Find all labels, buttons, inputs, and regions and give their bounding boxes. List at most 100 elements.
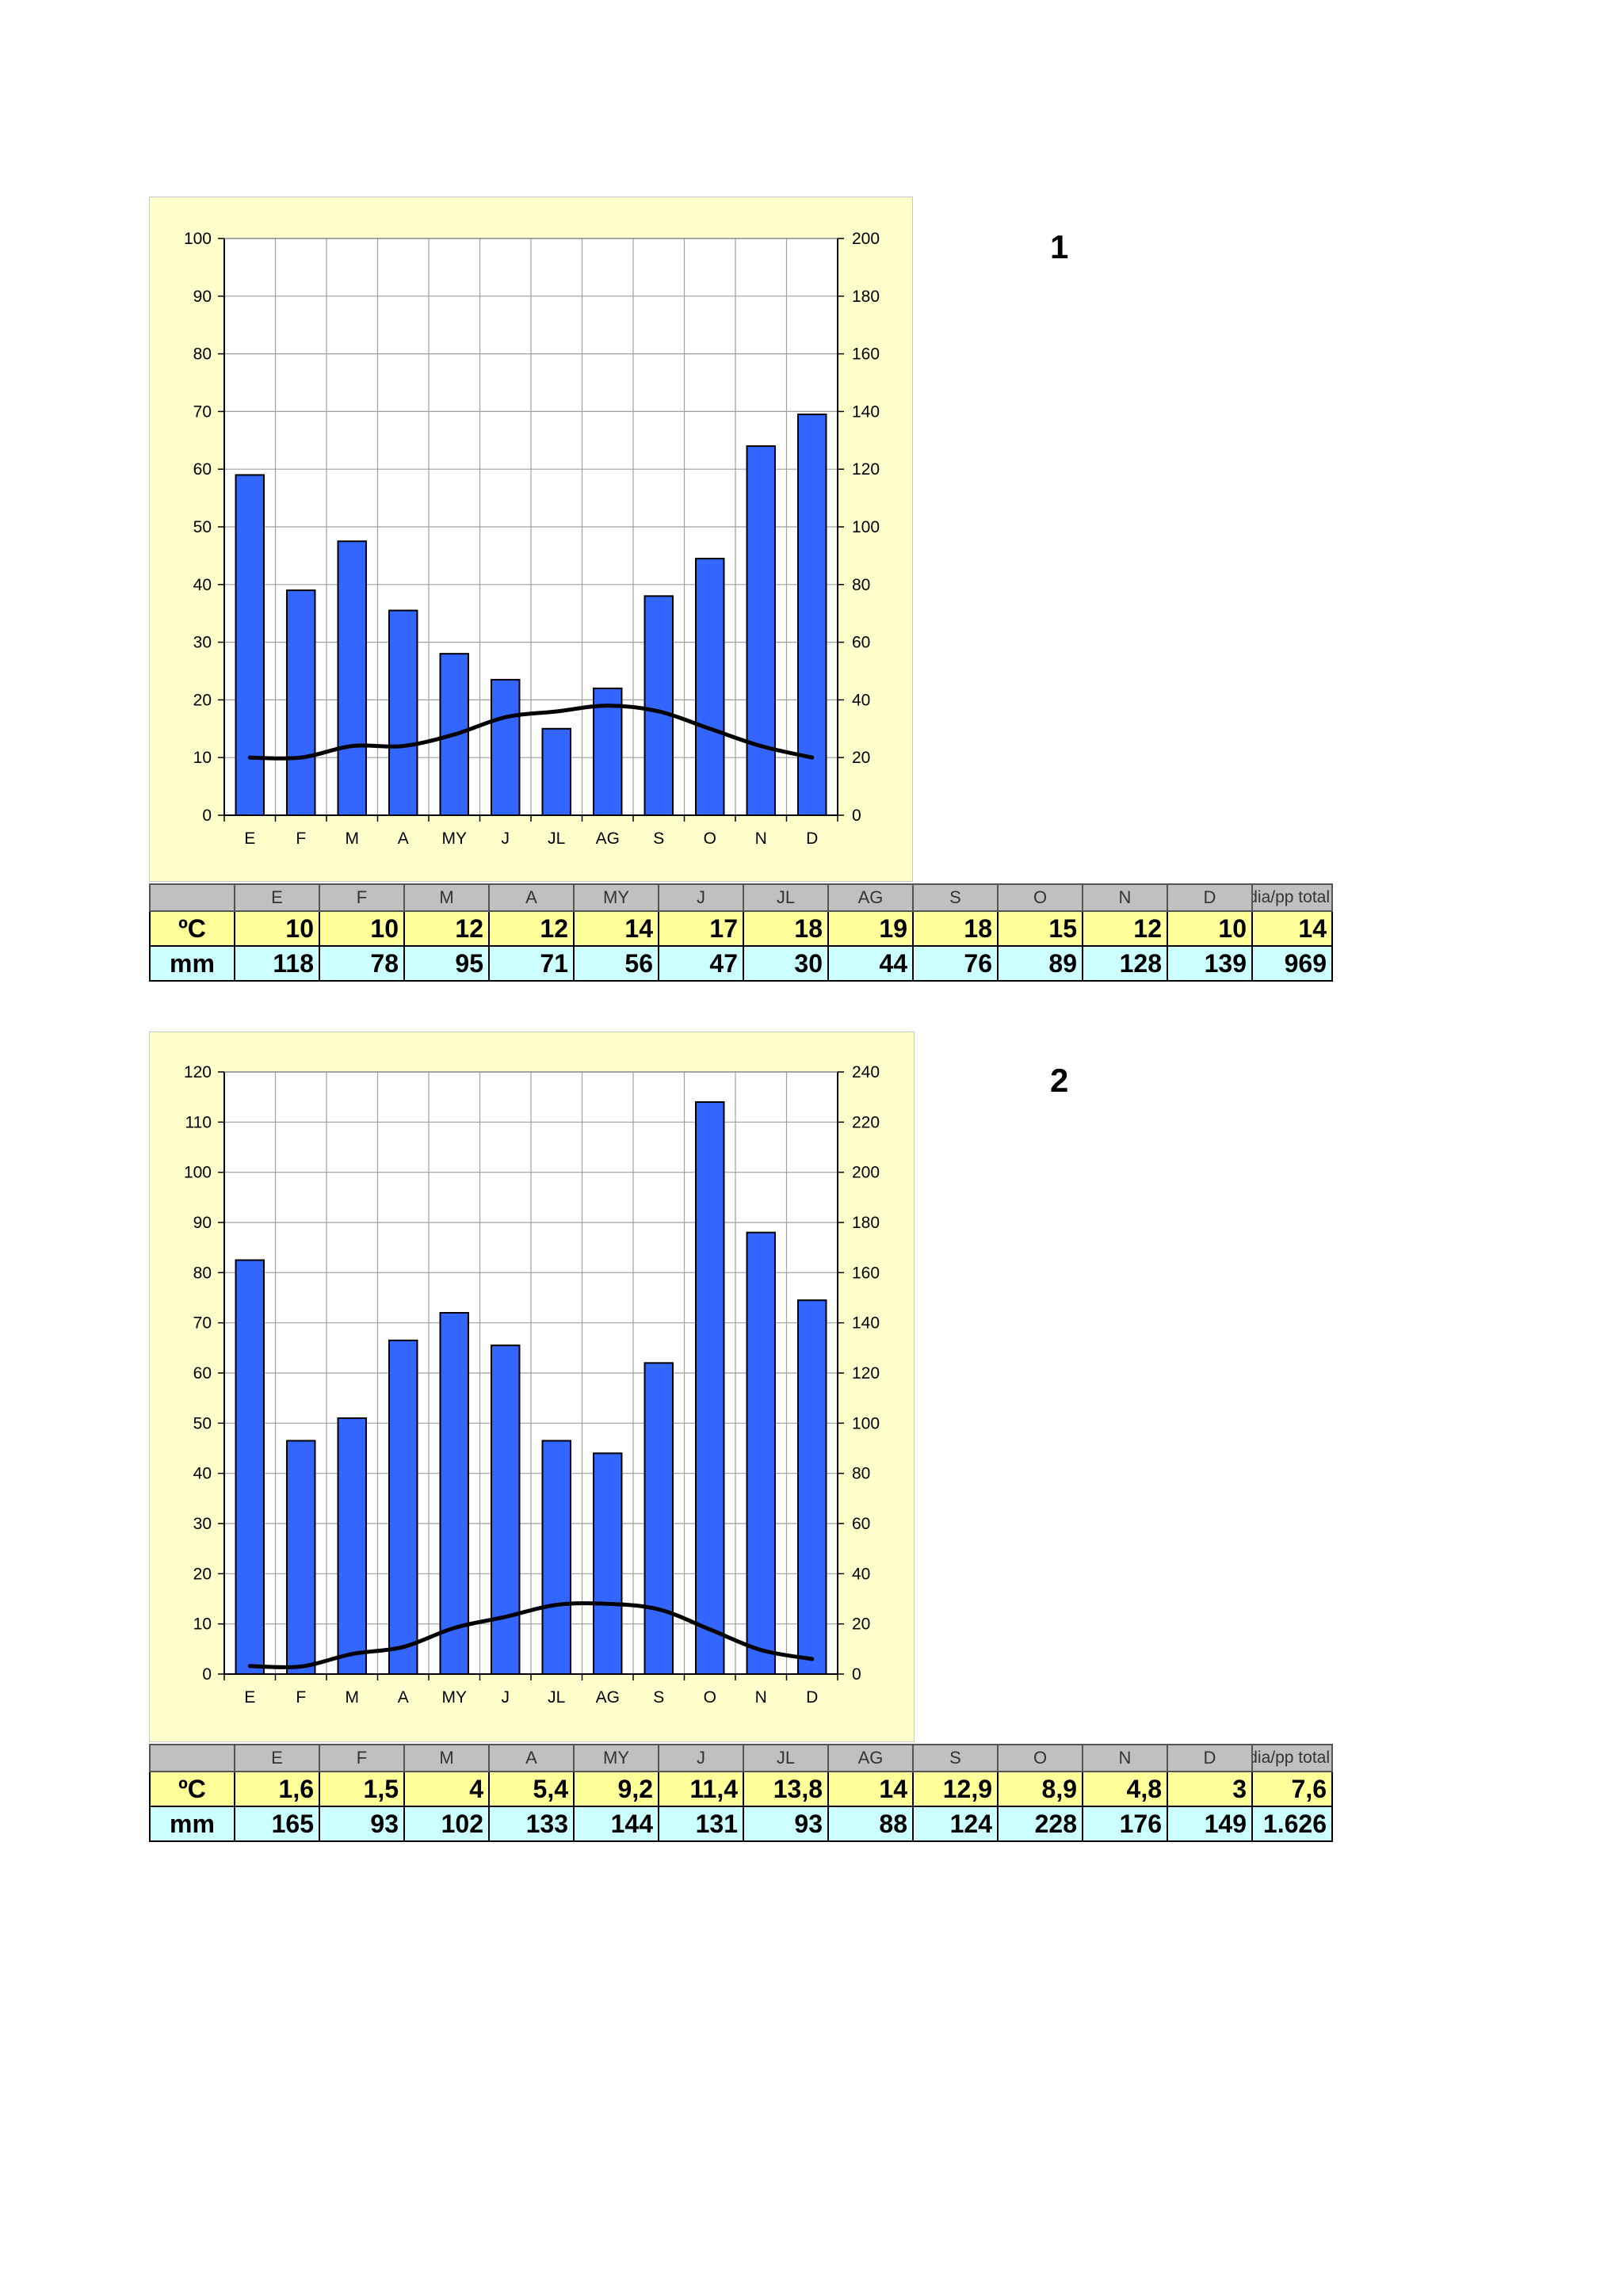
table-header-row: E F M A MY J JL AG S O N D media/pp tota… — [149, 1744, 1333, 1772]
chart-number-2: 2 — [1050, 1062, 1069, 1099]
climate-table-2: E F M A MY J JL AG S O N D media/pp tota… — [149, 1744, 1333, 1842]
temperature-cell: 12 — [403, 910, 490, 947]
temperature-cell: 14 — [573, 910, 659, 947]
precipitation-cell: 128 — [1082, 945, 1168, 982]
precipitation-label: mm — [149, 945, 235, 982]
x-tick-label: N — [755, 1688, 767, 1707]
y-tick-label-left: 60 — [193, 460, 212, 479]
y-tick-label-right: 100 — [852, 518, 880, 536]
temperature-cell: 4,8 — [1082, 1771, 1168, 1807]
y-tick-label-left: 10 — [193, 1615, 212, 1634]
precipitation-total: 1.626 — [1251, 1806, 1333, 1842]
precipitation-row: mm 165 93 102 133 144 131 93 88 124 228 … — [149, 1806, 1333, 1842]
temperature-cell: 18 — [743, 910, 829, 947]
temperature-cell: 3 — [1167, 1771, 1253, 1807]
x-tick-label: J — [502, 1688, 510, 1707]
header-cell: D — [1167, 1744, 1253, 1772]
y-tick-label-left: 30 — [193, 1515, 212, 1533]
y-tick-label-left: 90 — [193, 1214, 212, 1232]
x-tick-label: D — [806, 830, 818, 848]
temperature-cell: 14 — [827, 1771, 914, 1807]
precipitation-cell: 89 — [997, 945, 1083, 982]
y-tick-label-right: 20 — [852, 749, 870, 767]
x-tick-label: S — [653, 1688, 664, 1707]
temperature-cell: 9,2 — [573, 1771, 659, 1807]
y-tick-label-left: 90 — [193, 288, 212, 306]
precipitation-cell: 133 — [488, 1806, 575, 1842]
y-tick-label-right: 40 — [852, 691, 870, 709]
x-tick-label: N — [755, 830, 767, 848]
y-tick-label-right: 180 — [852, 288, 880, 306]
temperature-cell: 8,9 — [997, 1771, 1083, 1807]
y-tick-label-left: 20 — [193, 691, 212, 709]
temperature-cell: 1,5 — [319, 1771, 405, 1807]
y-tick-label-right: 160 — [852, 345, 880, 364]
temperature-cell: 5,4 — [488, 1771, 575, 1807]
y-tick-label-left: 40 — [193, 576, 212, 594]
precipitation-cell: 44 — [827, 945, 914, 982]
header-cell: M — [403, 883, 490, 912]
y-tick-label-left: 100 — [184, 1164, 212, 1182]
y-tick-label-right: 40 — [852, 1565, 870, 1583]
temperature-cell: 1,6 — [234, 1771, 320, 1807]
precipitation-bar — [643, 1362, 674, 1676]
y-tick-label-left: 80 — [193, 345, 212, 364]
header-cell: A — [488, 1744, 575, 1772]
precipitation-bar — [593, 1452, 623, 1676]
y-tick-label-right: 200 — [852, 1164, 880, 1182]
precipitation-cell: 149 — [1167, 1806, 1253, 1842]
temperature-cell: 13,8 — [743, 1771, 829, 1807]
x-tick-label: J — [502, 830, 510, 848]
header-cell: AG — [827, 1744, 914, 1772]
y-tick-label-left: 80 — [193, 1264, 212, 1282]
precipitation-cell: 47 — [658, 945, 744, 982]
x-tick-label: AG — [596, 1688, 620, 1707]
precipitation-cell: 124 — [912, 1806, 999, 1842]
y-tick-label-right: 200 — [852, 230, 880, 248]
x-tick-label: M — [346, 830, 360, 848]
header-cell: N — [1082, 1744, 1168, 1772]
precipitation-cell: 78 — [319, 945, 405, 982]
precipitation-cell: 102 — [403, 1806, 490, 1842]
climate-table-1: E F M A MY J JL AG S O N D media/pp tota… — [149, 883, 1333, 982]
temperature-label: ºC — [149, 1771, 235, 1807]
temperature-line — [247, 1601, 815, 1669]
temperature-cell: 4 — [403, 1771, 490, 1807]
precipitation-cell: 131 — [658, 1806, 744, 1842]
temperature-cell: 10 — [319, 910, 405, 947]
header-cell: S — [912, 883, 999, 912]
precipitation-bar — [286, 589, 316, 817]
precipitation-bar — [797, 1299, 827, 1675]
header-cell: F — [319, 1744, 405, 1772]
precipitation-label: mm — [149, 1806, 235, 1842]
y-tick-label-right: 100 — [852, 1414, 880, 1432]
temperature-cell: 19 — [827, 910, 914, 947]
precipitation-cell: 95 — [403, 945, 490, 982]
y-tick-label-right: 0 — [852, 807, 861, 825]
y-tick-label-left: 30 — [193, 634, 212, 652]
x-tick-label: MY — [442, 830, 468, 848]
precipitation-bar — [439, 1312, 469, 1675]
precipitation-bar — [388, 1339, 418, 1676]
temperature-row: ºC 1,6 1,5 4 5,4 9,2 11,4 13,8 14 12,9 8… — [149, 1771, 1333, 1807]
precipitation-cell: 176 — [1082, 1806, 1168, 1842]
x-tick-label: A — [398, 1688, 409, 1707]
y-tick-label-left: 110 — [185, 1113, 212, 1131]
precipitation-cell: 93 — [319, 1806, 405, 1842]
header-cell-total: media/pp total — [1251, 1744, 1333, 1772]
precipitation-bar — [337, 1417, 367, 1675]
table-header-row: E F M A MY J JL AG S O N D media/pp tota… — [149, 883, 1333, 912]
y-tick-label-left: 40 — [193, 1465, 212, 1483]
precipitation-cell: 228 — [997, 1806, 1083, 1842]
precipitation-bar — [235, 1259, 265, 1675]
y-tick-label-right: 160 — [852, 1264, 880, 1282]
header-corner — [149, 883, 235, 912]
header-cell-total: media/pp total — [1251, 883, 1333, 912]
y-tick-label-left: 0 — [202, 1665, 212, 1684]
precipitation-bar — [286, 1440, 316, 1675]
precipitation-cell: 30 — [743, 945, 829, 982]
chart-number-1: 1 — [1050, 228, 1069, 265]
temperature-row: ºC 10 10 12 12 14 17 18 19 18 15 12 10 1… — [149, 910, 1333, 947]
y-tick-label-right: 80 — [852, 576, 870, 594]
